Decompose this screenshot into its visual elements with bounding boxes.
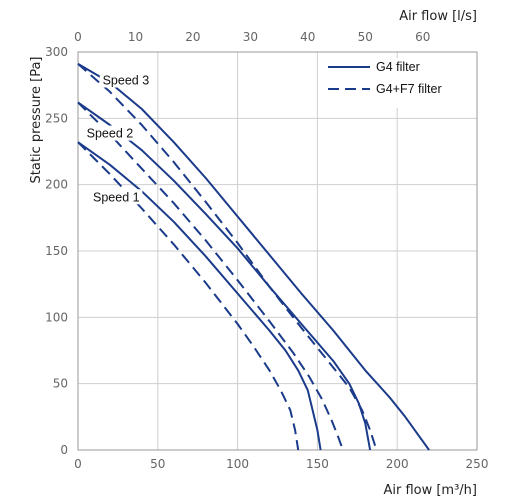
speed-label: Speed 3	[103, 74, 150, 88]
y-tick-label: 100	[45, 310, 68, 324]
speed-labels: Speed 3 Speed 2 Speed 1	[83, 72, 152, 205]
speed-label: Speed 1	[93, 190, 140, 204]
x2-tick-label: 60	[415, 30, 430, 44]
speed-label: Speed 2	[87, 127, 134, 141]
x2-tick-label: 0	[74, 30, 82, 44]
x-tick-label: 200	[386, 457, 409, 471]
x-tick-label: 0	[74, 457, 82, 471]
legend: G4 filter G4+F7 filter	[322, 58, 472, 108]
x2-tick-label: 40	[300, 30, 315, 44]
x2-tick-label: 50	[358, 30, 373, 44]
y-tick-label: 0	[60, 443, 68, 457]
y-tick-label: 300	[45, 45, 68, 59]
x-axis-title: Air flow [m³/h]	[383, 483, 477, 498]
y-axis-title: Static pressure [Pa]	[29, 57, 44, 184]
curve-solid	[77, 63, 430, 451]
grid-lines	[77, 51, 478, 451]
x2-tick-label: 10	[128, 30, 143, 44]
speed-label-background	[99, 72, 152, 88]
y-tick-label: 150	[45, 244, 68, 258]
tick-labels: 0 50 100 150 200 250 300 0 50 100 150 200 250 0 10 20 30…	[45, 30, 488, 471]
curve-solid	[77, 101, 372, 451]
legend-label: G4+F7 filter	[376, 82, 442, 96]
curve-solid	[77, 141, 322, 451]
speed-label-background	[83, 125, 137, 141]
curve-dashed	[77, 101, 344, 451]
y-tick-label: 250	[45, 111, 68, 125]
x-tick-label: 250	[466, 457, 489, 471]
y-tick-label: 50	[53, 377, 68, 391]
x-tick-label: 150	[306, 457, 329, 471]
plot-frame	[77, 51, 478, 451]
x2-tick-label: 20	[185, 30, 200, 44]
speed-label-background	[90, 189, 143, 205]
x2-tick-label: 30	[243, 30, 258, 44]
curves	[77, 63, 430, 451]
y-tick-label: 200	[45, 178, 68, 192]
x-tick-label: 50	[150, 457, 165, 471]
curve-dashed	[77, 63, 378, 451]
curve-dashed	[77, 141, 300, 451]
secondary-x-axis-title: Air flow [l/s]	[399, 9, 477, 24]
legend-label: G4 filter	[376, 60, 420, 74]
x-tick-label: 100	[226, 457, 249, 471]
